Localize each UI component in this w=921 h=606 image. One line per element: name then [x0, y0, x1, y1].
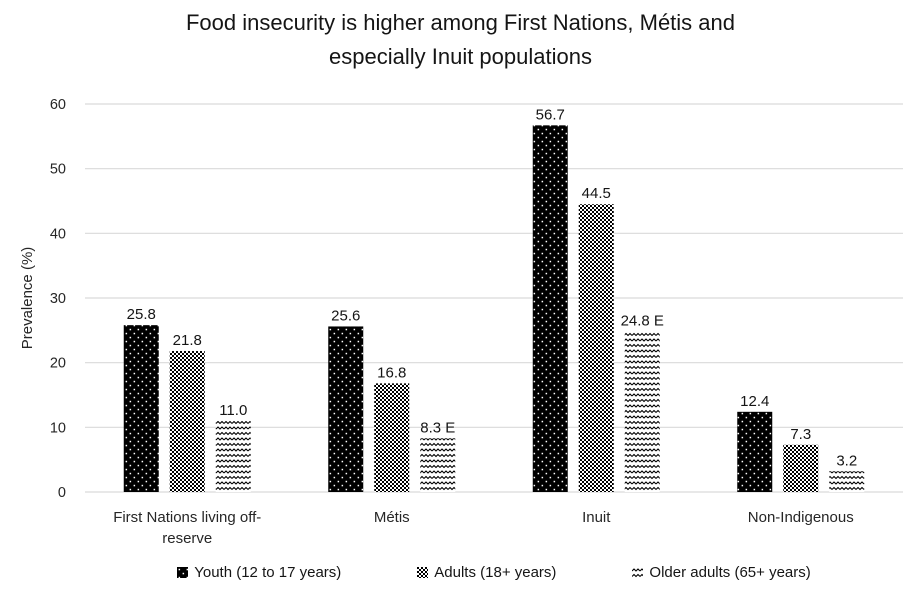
- value-label: 56.7: [536, 106, 565, 123]
- bar: [578, 204, 614, 492]
- value-label: 25.6: [331, 307, 360, 324]
- chart-title-line1: Food insecurity is higher among First Na…: [185, 10, 735, 35]
- x-category-label: Inuit: [582, 509, 611, 526]
- chart-title: Food insecurity is higher among First Na…: [0, 6, 921, 74]
- x-category-label: Non-Indigenous: [748, 509, 854, 526]
- older-adults-series-swatch-icon: [632, 567, 644, 578]
- value-label: 24.8 E: [621, 313, 664, 330]
- chart-legend: Youth (12 to 17 years) Adults (18+ years…: [85, 564, 903, 581]
- value-label: 25.8: [127, 306, 156, 323]
- y-axis-title: Prevalence (%): [19, 247, 36, 350]
- y-tick-label: 60: [50, 97, 66, 113]
- value-label: 7.3: [790, 426, 811, 443]
- bar: [829, 471, 865, 492]
- value-label: 3.2: [836, 452, 857, 469]
- bar: [123, 325, 159, 492]
- youth-series-swatch-icon: [177, 567, 189, 578]
- x-category-label: First Nations living off-: [113, 509, 261, 526]
- x-category-label: Métis: [374, 509, 410, 526]
- legend-label-older-adults: Older adults (65+ years): [649, 564, 811, 581]
- value-label: 21.8: [173, 332, 202, 349]
- value-label: 12.4: [740, 393, 769, 410]
- legend-label-youth: Youth (12 to 17 years): [194, 564, 342, 581]
- value-label: 16.8: [377, 364, 406, 381]
- y-tick-label: 30: [50, 291, 66, 307]
- legend-item-youth: Youth (12 to 17 years): [177, 564, 341, 581]
- bar: [737, 411, 773, 492]
- y-tick-label: 10: [50, 420, 66, 436]
- chart-title-line2: especially Inuit populations: [329, 44, 592, 69]
- bar: [215, 420, 251, 492]
- bar: [783, 444, 819, 492]
- bar: [624, 331, 660, 492]
- value-label: 44.5: [582, 185, 611, 202]
- y-tick-label: 50: [50, 162, 66, 178]
- value-label: 8.3 E: [420, 419, 455, 436]
- bar: [420, 438, 456, 492]
- bar: [374, 383, 410, 492]
- legend-label-adults: Adults (18+ years): [434, 564, 557, 581]
- legend-item-adults: Adults (18+ years): [417, 564, 556, 581]
- y-tick-label: 40: [50, 226, 66, 242]
- adults-series-swatch-icon: [417, 567, 429, 578]
- bar: [328, 326, 364, 492]
- legend-item-older-adults: Older adults (65+ years): [632, 564, 811, 581]
- value-label: 11.0: [219, 402, 247, 419]
- x-category-label: reserve: [162, 530, 212, 547]
- y-tick-label: 0: [58, 485, 66, 501]
- y-tick-label: 20: [50, 356, 66, 372]
- bar: [532, 125, 568, 492]
- bar: [169, 351, 205, 492]
- bar-chart-plot-area: 0 10 20 30 40 50 60 Prevalence (%) 25.8 21.8 11.0 F…: [19, 97, 903, 547]
